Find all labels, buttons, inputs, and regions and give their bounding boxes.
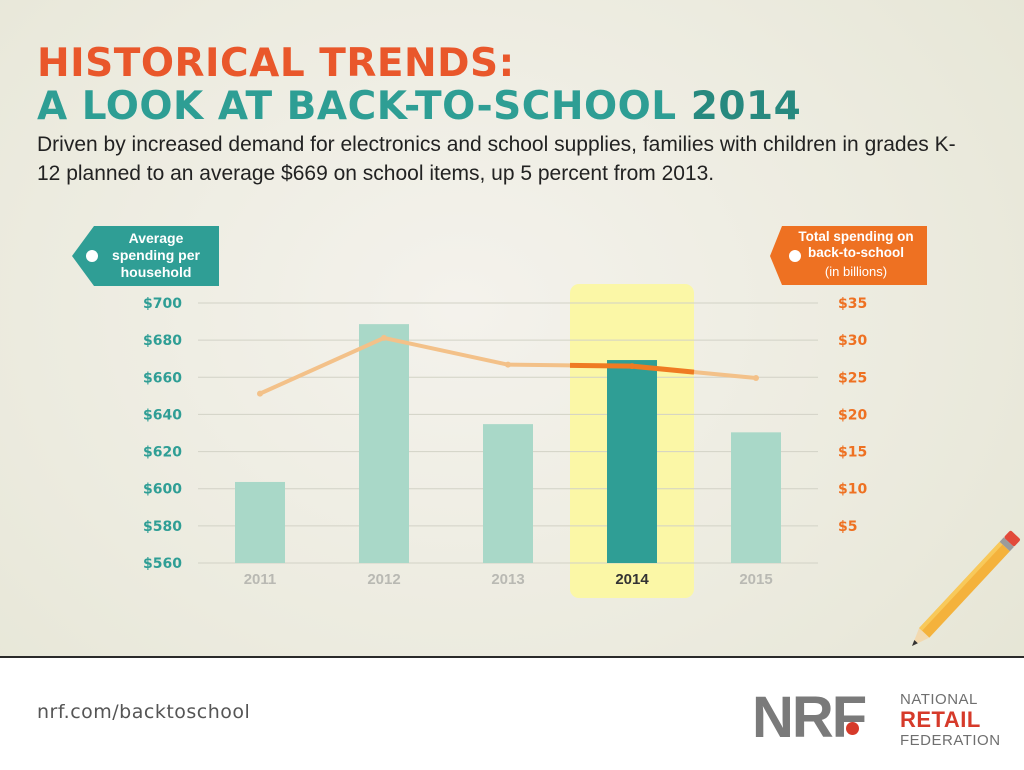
line-point-2012 — [381, 334, 387, 341]
x-tick-label: 2013 — [491, 571, 524, 588]
left-axis-label: household — [121, 264, 192, 280]
title-line-1: HISTORICAL TRENDS: — [37, 41, 515, 86]
logo-retail: RETAIL — [900, 707, 981, 732]
footer-url[interactable]: nrf.com/backtoschool — [37, 701, 251, 723]
line-point-2014 — [629, 363, 635, 370]
pencil-eraser — [1004, 530, 1020, 547]
right-axis-tag — [770, 226, 927, 285]
right-axis-tag-hole — [789, 250, 801, 262]
right-axis-label: back-to-school — [808, 245, 904, 260]
right-tick-label: $10 — [838, 482, 867, 498]
left-tick-label: $660 — [143, 370, 182, 386]
logo-federation: FEDERATION — [900, 732, 1001, 749]
pencil-ferrule — [999, 537, 1014, 552]
logo-mark: NRF — [752, 685, 867, 750]
bar-2014 — [607, 360, 657, 563]
logo-wordmark: NATIONAL RETAIL FEDERATION — [900, 690, 1001, 750]
nrf-logo: NRF NATIONAL RETAIL FEDERATION — [752, 686, 1002, 756]
x-tick-label: 2011 — [244, 571, 277, 588]
left-tick-label: $640 — [143, 407, 182, 423]
left-tick-label: $680 — [143, 333, 182, 349]
title-text: A LOOK AT BACK-TO-SCHOOL — [37, 84, 677, 129]
bar-2015 — [731, 432, 781, 563]
right-tick-label: $20 — [838, 407, 867, 423]
footer: nrf.com/backtoschool NRF NATIONAL RETAIL… — [0, 656, 1024, 770]
left-tick-label: $700 — [143, 296, 182, 312]
left-axis-tag-hole — [86, 250, 98, 262]
right-tick-label: $15 — [838, 445, 867, 461]
left-tick-label: $560 — [143, 556, 182, 572]
x-tick-label: 2015 — [739, 571, 772, 588]
logo-dot — [846, 722, 859, 735]
x-tick-label: 2014 — [615, 571, 649, 588]
subtitle: Driven by increased demand for electroni… — [37, 133, 956, 185]
right-axis-sublabel: (in billions) — [825, 264, 887, 279]
right-tick-label: $30 — [838, 333, 867, 349]
line-point-2013 — [505, 361, 511, 368]
left-tick-label: $600 — [143, 482, 182, 498]
left-axis-label: spending per — [112, 247, 200, 263]
right-tick-label: $35 — [838, 296, 867, 312]
pencil-lead — [912, 639, 918, 646]
pencil-illustration — [912, 530, 1020, 646]
left-tick-label: $580 — [143, 519, 182, 535]
line-point-2011 — [257, 390, 263, 397]
title-year: 2014 — [690, 84, 802, 129]
right-tick-label: $5 — [838, 519, 857, 535]
bar-2012 — [359, 324, 409, 563]
right-tick-label: $25 — [838, 370, 867, 386]
left-axis-tag — [72, 226, 219, 286]
x-tick-label: 2012 — [367, 571, 400, 588]
logo-national: NATIONAL — [900, 691, 978, 708]
title-line-2: A LOOK AT BACK-TO-SCHOOL 2014 — [37, 87, 801, 127]
line-point-2015 — [753, 375, 759, 382]
pencil-body-highlight — [919, 541, 1003, 631]
bar-2011 — [235, 481, 285, 563]
pencil-tip-wood — [912, 628, 930, 646]
right-axis-label: Total spending on — [798, 229, 913, 244]
left-tick-label: $620 — [143, 445, 182, 461]
pencil-body — [919, 541, 1010, 638]
spending-chart: $700 $680 $660 $640 $620 $600 $580 $560 $35 $30 $2… — [72, 226, 1020, 646]
left-axis-label: Average — [129, 230, 184, 246]
bar-2013 — [483, 424, 533, 563]
